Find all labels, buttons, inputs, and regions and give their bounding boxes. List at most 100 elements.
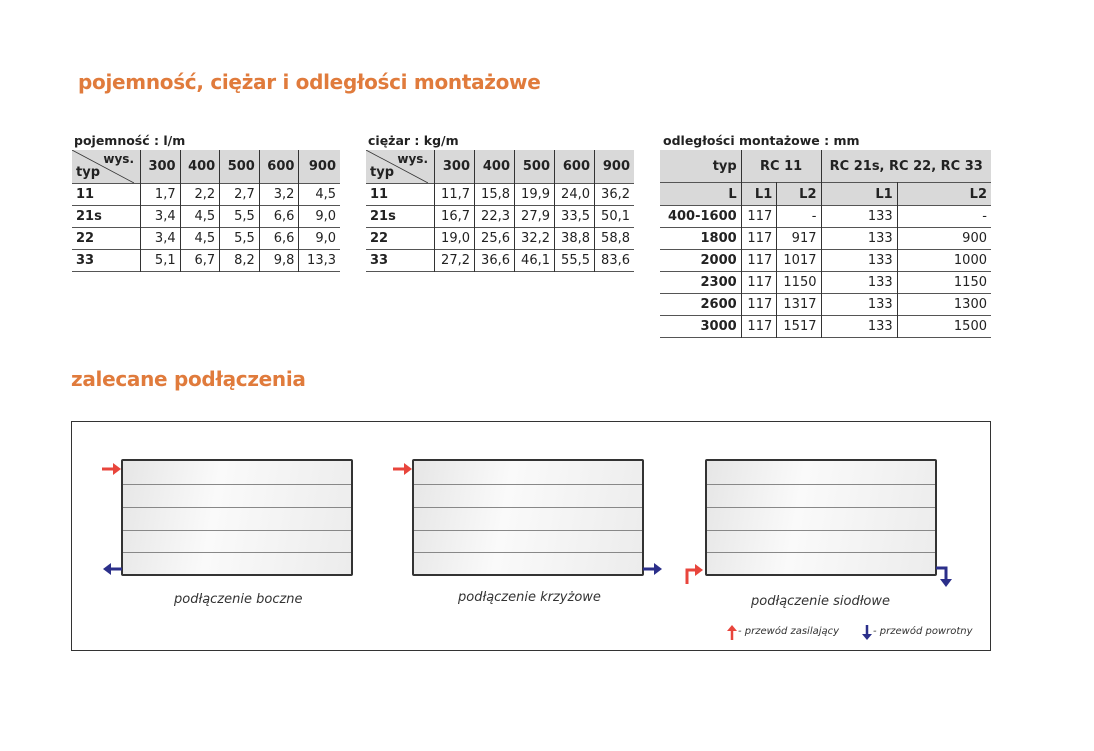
supply-arrow-icon xyxy=(102,463,121,475)
return-arrow-icon xyxy=(936,566,952,587)
type-cell: 33 xyxy=(370,253,389,268)
value-cell: 38,8 xyxy=(554,227,595,250)
table-row: 2600 117 1317 133 1300 xyxy=(660,293,991,316)
col-L2: L2 xyxy=(776,182,821,206)
weight-table: wys. typ 300 400 500 600 900 11 11,7 15,8 19,9 24,0… xyxy=(366,150,634,272)
value-cell: 1000 xyxy=(896,249,991,272)
value-cell: 133 xyxy=(820,315,898,338)
value-cell: 1150 xyxy=(896,271,991,294)
table-row: 33 27,2 36,6 46,1 55,5 83,6 xyxy=(366,249,634,272)
return-arrow-icon xyxy=(643,563,662,575)
value-cell: 2,2 xyxy=(179,183,220,206)
value-cell: 1300 xyxy=(896,293,991,316)
value-cell: 117 xyxy=(740,227,777,250)
mounting-table: typ RC 11 RC 21s, RC 22, RC 33 L L1 L2 L1 L2 4… xyxy=(660,150,991,338)
capacity-table: wys. typ 300 400 500 600 900 11 1,7 2,2 2,7 3,2 4,5 2… xyxy=(72,150,340,272)
value-cell: 4,5 xyxy=(179,227,220,250)
value-cell: 5,5 xyxy=(219,205,260,228)
legend-supply-arrow-icon xyxy=(727,625,737,640)
table-row: 11 1,7 2,2 2,7 3,2 4,5 xyxy=(72,183,340,206)
value-cell: 9,8 xyxy=(258,249,299,272)
value-cell: 24,0 xyxy=(554,183,595,206)
caption-side: podłączenie boczne xyxy=(174,592,303,607)
value-cell: 9,0 xyxy=(298,227,340,250)
legend-return-arrow-icon xyxy=(862,625,872,640)
value-cell: 117 xyxy=(740,249,777,272)
value-cell: 900 xyxy=(896,227,991,250)
table-row: 22 19,0 25,6 32,2 38,8 58,8 xyxy=(366,227,634,250)
value-cell: 117 xyxy=(740,293,777,316)
table-row: 21s 16,7 22,3 27,9 33,5 50,1 xyxy=(366,205,634,228)
table-row: 2300 117 1150 133 1150 xyxy=(660,271,991,294)
value-cell: 8,2 xyxy=(219,249,260,272)
height-header: 500 xyxy=(219,150,260,184)
col-L2b: L2 xyxy=(896,182,991,206)
value-cell: 3,4 xyxy=(140,227,181,250)
type-cell: 21s xyxy=(370,209,396,224)
radiator-side xyxy=(121,459,353,576)
value-cell: 9,0 xyxy=(298,205,340,228)
value-cell: 19,9 xyxy=(514,183,555,206)
length-cell: 2000 xyxy=(700,253,737,268)
supply-arrow-icon xyxy=(393,463,412,475)
value-cell: 27,9 xyxy=(514,205,555,228)
value-cell: 36,6 xyxy=(474,249,515,272)
col-L1: L1 xyxy=(740,182,777,206)
value-cell: 15,8 xyxy=(474,183,515,206)
col-rc11: RC 11 xyxy=(740,150,821,183)
height-header: 300 xyxy=(434,150,475,184)
caption-saddle: podłączenie siodłowe xyxy=(751,594,891,609)
value-cell: 1517 xyxy=(776,315,821,338)
legend-supply: - przewód zasilający xyxy=(738,626,840,637)
value-cell: 1017 xyxy=(776,249,821,272)
value-cell: 1500 xyxy=(896,315,991,338)
weight-title: ciężar : kg/m xyxy=(368,133,459,148)
value-cell: 27,2 xyxy=(434,249,475,272)
value-cell: 3,4 xyxy=(140,205,181,228)
type-cell: 33 xyxy=(76,253,95,268)
value-cell: 1317 xyxy=(776,293,821,316)
table-row: 3000 117 1517 133 1500 xyxy=(660,315,991,338)
value-cell: 16,7 xyxy=(434,205,475,228)
type-cell: 21s xyxy=(76,209,102,224)
value-cell: 3,2 xyxy=(258,183,299,206)
value-cell: 58,8 xyxy=(594,227,634,250)
length-cell: 1800 xyxy=(700,231,737,246)
type-cell: 22 xyxy=(370,231,389,246)
table-row: 1800 117 917 133 900 xyxy=(660,227,991,250)
connections-title: zalecane podłączenia xyxy=(71,367,306,391)
length-cell: 3000 xyxy=(700,319,737,334)
value-cell: 22,3 xyxy=(474,205,515,228)
value-cell: 6,6 xyxy=(258,227,299,250)
value-cell: 117 xyxy=(740,271,777,294)
height-header: 300 xyxy=(140,150,181,184)
legend-return: - przewód powrotny xyxy=(873,626,973,637)
col-typ: typ xyxy=(712,158,737,174)
height-header: 400 xyxy=(179,150,220,184)
value-cell: 4,5 xyxy=(179,205,220,228)
value-cell: 11,7 xyxy=(434,183,475,206)
value-cell: 36,2 xyxy=(594,183,634,206)
value-cell: 133 xyxy=(820,249,898,272)
value-cell: - xyxy=(776,205,821,228)
type-cell: 11 xyxy=(76,187,95,202)
connections-panel xyxy=(71,421,991,651)
height-header: 500 xyxy=(514,150,555,184)
corner-header: wys. typ xyxy=(72,150,141,184)
value-cell: 55,5 xyxy=(554,249,595,272)
col-L: L xyxy=(728,186,737,202)
value-cell: 83,6 xyxy=(594,249,634,272)
caption-cross: podłączenie krzyżowe xyxy=(458,590,601,605)
mounting-title: odległości montażowe : mm xyxy=(663,133,860,148)
radiator-cross xyxy=(412,459,644,576)
value-cell: 5,1 xyxy=(140,249,181,272)
value-cell: 117 xyxy=(740,205,777,228)
col-rc21-33: RC 21s, RC 22, RC 33 xyxy=(820,150,991,183)
value-cell: 917 xyxy=(776,227,821,250)
value-cell: 133 xyxy=(820,271,898,294)
value-cell: 4,5 xyxy=(298,183,340,206)
value-cell: 33,5 xyxy=(554,205,595,228)
capacity-title: pojemność : l/m xyxy=(74,133,186,148)
height-header: 900 xyxy=(298,150,340,184)
value-cell: 1150 xyxy=(776,271,821,294)
